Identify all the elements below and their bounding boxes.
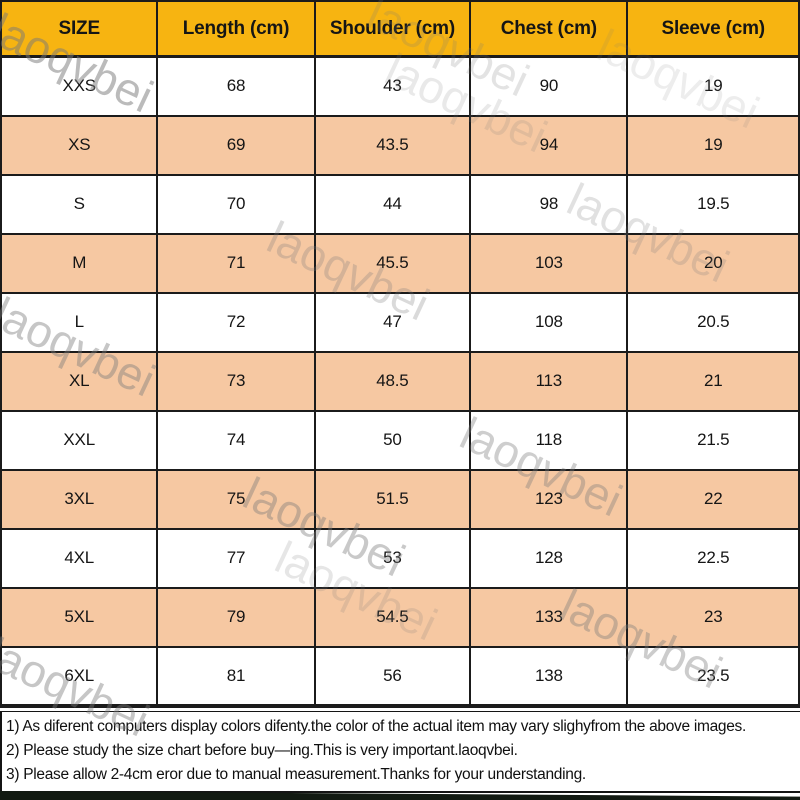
chest-cell: 108	[469, 291, 629, 353]
length-cell: 75	[156, 468, 316, 530]
chest-cell: 118	[469, 409, 629, 471]
chest-cell: 98	[469, 173, 629, 235]
chest-cell: 128	[469, 527, 629, 589]
length-cell: 72	[156, 291, 316, 353]
chest-cell: 90	[469, 55, 629, 117]
size-cell: 3XL	[0, 468, 159, 530]
sleeve-cell: 20	[626, 232, 800, 294]
sleeve-cell: 20.5	[626, 291, 800, 353]
shoulder-cell: 43	[313, 55, 472, 117]
footnotes-box: 1) As diferent computers display colors …	[0, 711, 800, 793]
length-cell: 74	[156, 409, 316, 471]
shoulder-cell: 45.5	[313, 232, 472, 294]
header-sleeve: Sleeve (cm)	[626, 0, 800, 58]
shoulder-cell: 56	[313, 645, 472, 708]
size-cell: L	[0, 291, 159, 353]
chest-cell: 94	[469, 114, 629, 176]
size-cell: S	[0, 173, 159, 235]
footnote-line: 1) As diferent computers display colors …	[6, 718, 747, 735]
size-chart-table: SIZE Length (cm) Shoulder (cm) Chest (cm…	[0, 0, 800, 708]
size-cell: 6XL	[0, 645, 159, 708]
header-row: SIZE Length (cm) Shoulder (cm) Chest (cm…	[0, 0, 800, 58]
header-shoulder: Shoulder (cm)	[313, 0, 472, 58]
length-cell: 68	[156, 55, 316, 117]
footnote-line: 3) Please allow 2-4cm eror due to manual…	[6, 766, 586, 783]
length-cell: 79	[156, 586, 316, 648]
shoulder-cell: 54.5	[313, 586, 472, 648]
size-cell: XS	[0, 114, 159, 176]
table-row: 5XL 79 54.5 133 23	[0, 586, 800, 648]
sleeve-cell: 19	[626, 55, 800, 117]
length-cell: 71	[156, 232, 316, 294]
chest-cell: 133	[469, 586, 629, 648]
size-cell: XL	[0, 350, 159, 412]
sleeve-cell: 19.5	[626, 173, 800, 235]
shoulder-cell: 50	[313, 409, 472, 471]
table-row: 3XL 75 51.5 123 22	[0, 468, 800, 530]
shoulder-cell: 44	[313, 173, 472, 235]
length-cell: 70	[156, 173, 316, 235]
header-chest: Chest (cm)	[469, 0, 629, 58]
size-cell: M	[0, 232, 159, 294]
sleeve-cell: 23.5	[626, 645, 800, 708]
sleeve-cell: 21	[626, 350, 800, 412]
size-cell: 4XL	[0, 527, 159, 589]
length-cell: 77	[156, 527, 316, 589]
chest-cell: 113	[469, 350, 629, 412]
length-cell: 73	[156, 350, 316, 412]
table-row: S 70 44 98 19.5	[0, 173, 800, 235]
chest-cell: 123	[469, 468, 629, 530]
table-row: M 71 45.5 103 20	[0, 232, 800, 294]
size-cell: XXL	[0, 409, 159, 471]
chest-cell: 138	[469, 645, 629, 708]
size-cell: 5XL	[0, 586, 159, 648]
table-row: 4XL 77 53 128 22.5	[0, 527, 800, 589]
chest-cell: 103	[469, 232, 629, 294]
size-cell: XXS	[0, 55, 159, 117]
table-row: 6XL 81 56 138 23.5	[0, 645, 800, 708]
sleeve-cell: 21.5	[626, 409, 800, 471]
table-row: XL 73 48.5 113 21	[0, 350, 800, 412]
header-size: SIZE	[0, 0, 159, 58]
table-row: L 72 47 108 20.5	[0, 291, 800, 353]
sleeve-cell: 19	[626, 114, 800, 176]
shoulder-cell: 47	[313, 291, 472, 353]
table-row: XXL 74 50 118 21.5	[0, 409, 800, 471]
sleeve-cell: 22.5	[626, 527, 800, 589]
bottom-edge-bar	[0, 791, 800, 800]
header-length: Length (cm)	[156, 0, 316, 58]
table-row: XS 69 43.5 94 19	[0, 114, 800, 176]
footnote-line: 2) Please study the size chart before bu…	[6, 742, 518, 759]
sleeve-cell: 22	[626, 468, 800, 530]
shoulder-cell: 43.5	[313, 114, 472, 176]
shoulder-cell: 53	[313, 527, 472, 589]
shoulder-cell: 51.5	[313, 468, 472, 530]
table-row: XXS 68 43 90 19	[0, 55, 800, 117]
length-cell: 81	[156, 645, 316, 708]
length-cell: 69	[156, 114, 316, 176]
shoulder-cell: 48.5	[313, 350, 472, 412]
sleeve-cell: 23	[626, 586, 800, 648]
